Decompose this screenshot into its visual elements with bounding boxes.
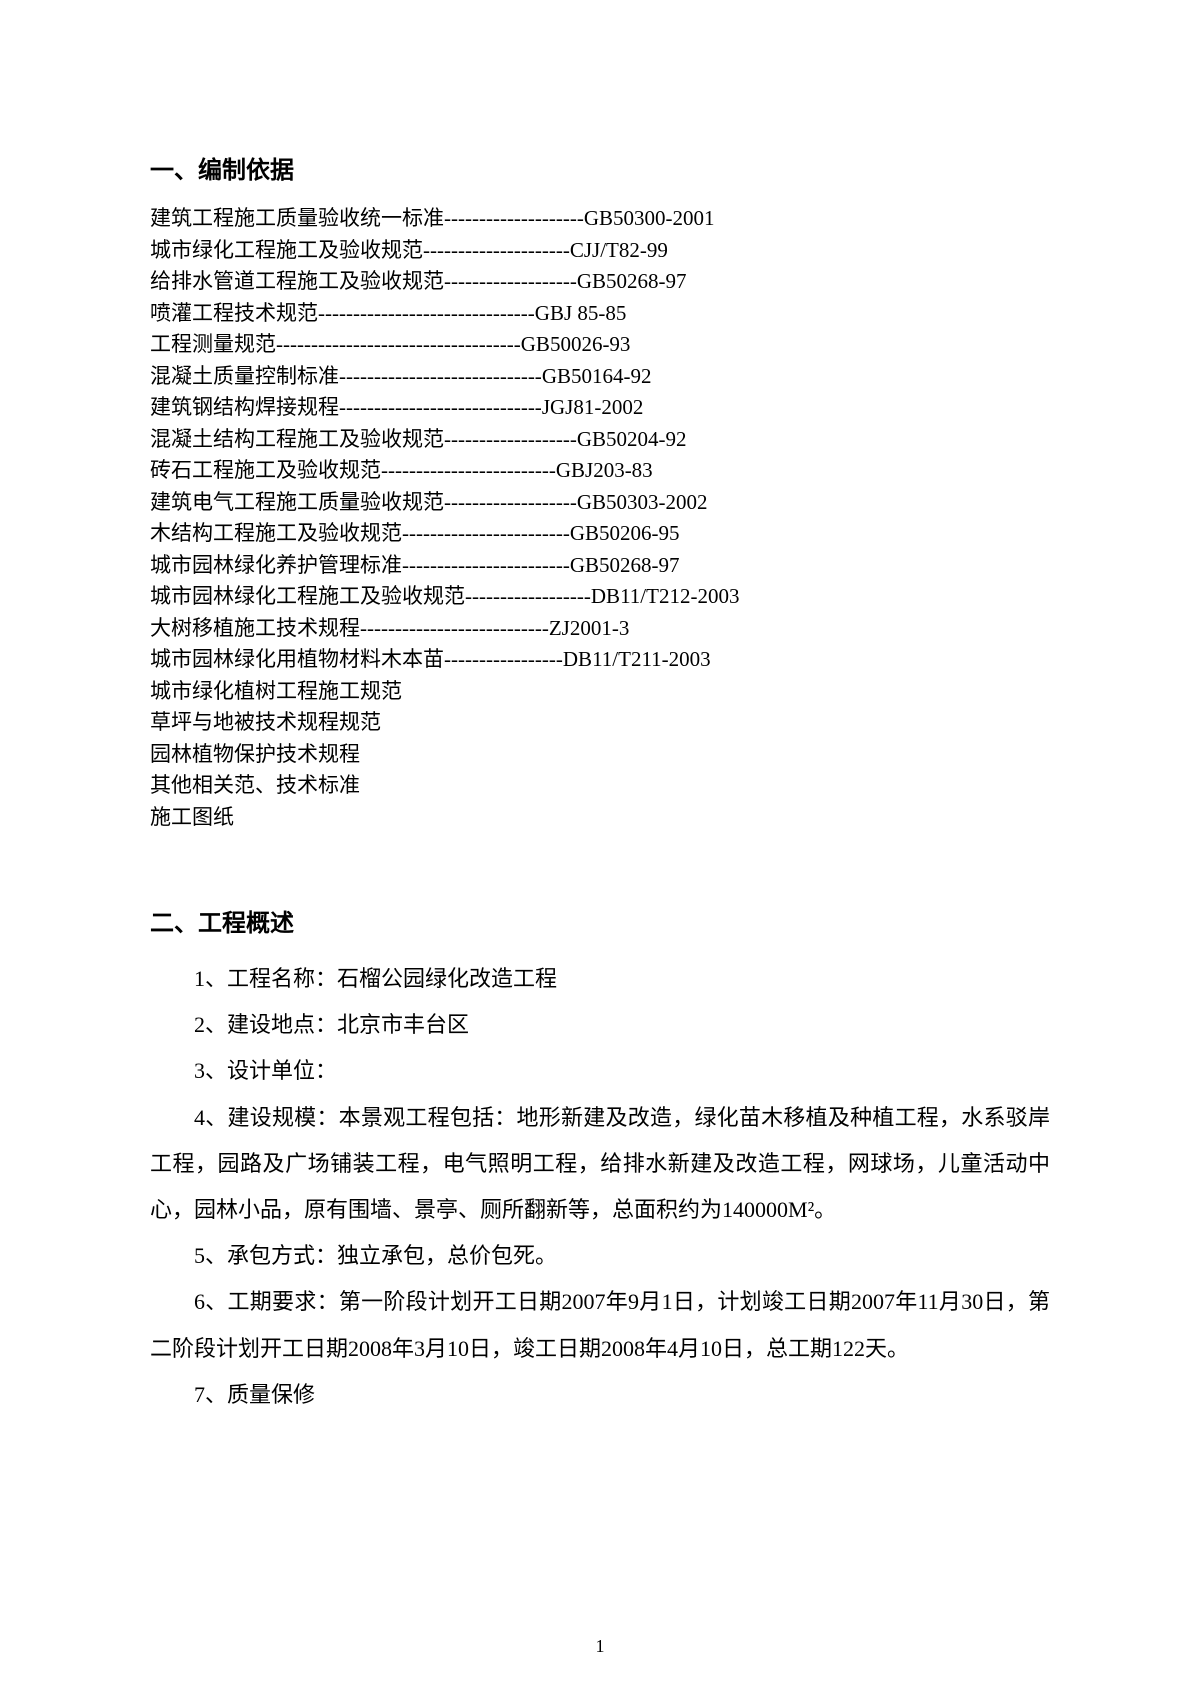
standard-dashes: ------------------- xyxy=(444,266,577,298)
standard-name: 城市绿化工程施工及验收规范 xyxy=(150,235,423,267)
standard-name: 大树移植施工技术规程 xyxy=(150,613,360,645)
project-name: 1、工程名称：石榴公园绿化改造工程 xyxy=(150,956,1050,1002)
standard-row: 城市园林绿化养护管理标准 ------------------------ GB… xyxy=(150,550,1050,582)
standard-name: 混凝土质量控制标准 xyxy=(150,361,339,393)
standard-plain: 园林植物保护技术规程 xyxy=(150,739,1050,771)
contract-method: 5、承包方式：独立承包，总价包死。 xyxy=(150,1233,1050,1279)
standard-code: GBJ203-83 xyxy=(556,455,653,487)
standard-code: ZJ2001-3 xyxy=(549,613,630,645)
schedule-requirement: 6、工期要求：第一阶段计划开工日期2007年9月1日，计划竣工日期2007年11… xyxy=(150,1279,1050,1371)
standard-plain: 城市绿化植树工程施工规范 xyxy=(150,676,1050,708)
standard-code: DB11/T212-2003 xyxy=(591,581,740,613)
standard-name: 城市园林绿化用植物材料木本苗 xyxy=(150,644,444,676)
standard-dashes: ----------------------------------- xyxy=(276,329,521,361)
standard-code: JGJ81-2002 xyxy=(542,392,644,424)
standard-code: GB50206-95 xyxy=(570,518,680,550)
standard-name: 城市园林绿化工程施工及验收规范 xyxy=(150,581,465,613)
standard-name: 工程测量规范 xyxy=(150,329,276,361)
standard-row: 建筑工程施工质量验收统一标准 -------------------- GB50… xyxy=(150,203,1050,235)
standard-dashes: ------------------------ xyxy=(402,550,570,582)
standard-dashes: --------------------------- xyxy=(360,613,549,645)
standard-row: 大树移植施工技术规程 --------------------------- Z… xyxy=(150,613,1050,645)
design-unit: 3、设计单位： xyxy=(150,1048,1050,1094)
standard-code: GB50164-92 xyxy=(542,361,652,393)
standard-name: 建筑钢结构焊接规程 xyxy=(150,392,339,424)
standard-plain: 施工图纸 xyxy=(150,802,1050,834)
standard-plain: 草坪与地被技术规程规范 xyxy=(150,707,1050,739)
standard-name: 城市园林绿化养护管理标准 xyxy=(150,550,402,582)
standard-dashes: ----------------- xyxy=(444,644,563,676)
section1-title: 一、编制依据 xyxy=(150,150,1050,185)
construction-location: 2、建设地点：北京市丰台区 xyxy=(150,1002,1050,1048)
standard-dashes: ----------------------------- xyxy=(339,361,542,393)
standard-row: 混凝土结构工程施工及验收规范 ------------------- GB502… xyxy=(150,424,1050,456)
standard-code: GB50300-2001 xyxy=(584,203,715,235)
standard-row: 给排水管道工程施工及验收规范 ------------------- GB502… xyxy=(150,266,1050,298)
standard-code: GB50204-92 xyxy=(577,424,687,456)
standard-dashes: ------------------- xyxy=(444,487,577,519)
standard-name: 建筑电气工程施工质量验收规范 xyxy=(150,487,444,519)
standard-dashes: --------------------- xyxy=(423,235,570,267)
construction-scale: 4、建设规模：本景观工程包括：地形新建及改造，绿化苗木移植及种植工程，水系驳岸工… xyxy=(150,1095,1050,1234)
standard-row: 砖石工程施工及验收规范 ------------------------- GB… xyxy=(150,455,1050,487)
standard-code: GBJ 85-85 xyxy=(535,298,627,330)
standard-row: 城市绿化工程施工及验收规范 --------------------- CJJ/… xyxy=(150,235,1050,267)
standard-row: 建筑钢结构焊接规程 ----------------------------- … xyxy=(150,392,1050,424)
standard-code: GB50268-97 xyxy=(577,266,687,298)
quality-warranty: 7、质量保修 xyxy=(150,1372,1050,1418)
standard-code: GB50268-97 xyxy=(570,550,680,582)
standard-row: 工程测量规范 ---------------------------------… xyxy=(150,329,1050,361)
standards-list: 建筑工程施工质量验收统一标准 -------------------- GB50… xyxy=(150,203,1050,833)
standard-dashes: ------------------------- xyxy=(381,455,556,487)
standard-code: CJJ/T82-99 xyxy=(570,235,668,267)
standard-code: GB50303-2002 xyxy=(577,487,708,519)
standard-dashes: ------------------------ xyxy=(402,518,570,550)
standard-plain: 其他相关范、技术标准 xyxy=(150,770,1050,802)
standard-dashes: ------------------ xyxy=(465,581,591,613)
standard-code: DB11/T211-2003 xyxy=(563,644,711,676)
standard-row: 城市园林绿化用植物材料木本苗 ----------------- DB11/T2… xyxy=(150,644,1050,676)
standard-row: 城市园林绿化工程施工及验收规范 ------------------ DB11/… xyxy=(150,581,1050,613)
standard-row: 喷灌工程技术规范 -------------------------------… xyxy=(150,298,1050,330)
page-number: 1 xyxy=(596,1636,605,1657)
standard-name: 喷灌工程技术规范 xyxy=(150,298,318,330)
standard-name: 建筑工程施工质量验收统一标准 xyxy=(150,203,444,235)
standard-dashes: ------------------- xyxy=(444,424,577,456)
standard-dashes: ------------------------------- xyxy=(318,298,535,330)
standard-row: 建筑电气工程施工质量验收规范 ------------------- GB503… xyxy=(150,487,1050,519)
standard-code: GB50026-93 xyxy=(521,329,631,361)
standard-dashes: -------------------- xyxy=(444,203,584,235)
standard-row: 木结构工程施工及验收规范 ------------------------ GB… xyxy=(150,518,1050,550)
standard-name: 给排水管道工程施工及验收规范 xyxy=(150,266,444,298)
standard-name: 砖石工程施工及验收规范 xyxy=(150,455,381,487)
standard-name: 木结构工程施工及验收规范 xyxy=(150,518,402,550)
section2-title: 二、工程概述 xyxy=(150,903,1050,938)
standard-name: 混凝土结构工程施工及验收规范 xyxy=(150,424,444,456)
standard-row: 混凝土质量控制标准 ----------------------------- … xyxy=(150,361,1050,393)
standard-dashes: ----------------------------- xyxy=(339,392,542,424)
